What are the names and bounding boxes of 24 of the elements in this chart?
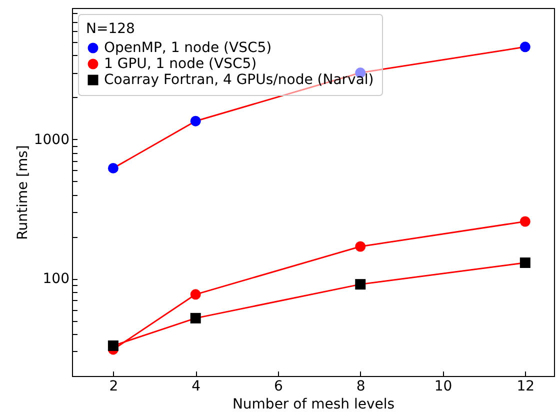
point: [520, 216, 530, 227]
y-tick-label: 1000: [34, 132, 70, 148]
point: [108, 340, 118, 351]
point: [520, 257, 530, 268]
x-tick-label: 2: [109, 378, 118, 394]
point: [190, 312, 201, 324]
y-axis-title: Runtime [ms]: [14, 145, 31, 240]
point: [355, 241, 366, 252]
x-tick-label: 10: [434, 378, 452, 394]
x-axis-title: Number of mesh levels: [232, 396, 395, 412]
point: [190, 116, 201, 126]
point: [520, 42, 530, 52]
legend-label: Coarray Fortran, 4 GPUs/node (Narval): [104, 72, 374, 88]
point: [355, 279, 366, 290]
point: [108, 162, 118, 174]
x-tick-label: 6: [274, 378, 284, 394]
x-tick-label: 8: [356, 378, 366, 394]
legend-label: OpenMP, 1 node (VSC5): [104, 40, 272, 56]
legend-title: N=128: [86, 21, 135, 37]
y-tick-label: 100: [42, 271, 70, 288]
point: [190, 289, 201, 300]
x-tick-label: 12: [516, 378, 535, 394]
legend-label: 1 GPU, 1 node (VSC5): [104, 56, 257, 72]
x-tick-label: 4: [192, 378, 201, 394]
